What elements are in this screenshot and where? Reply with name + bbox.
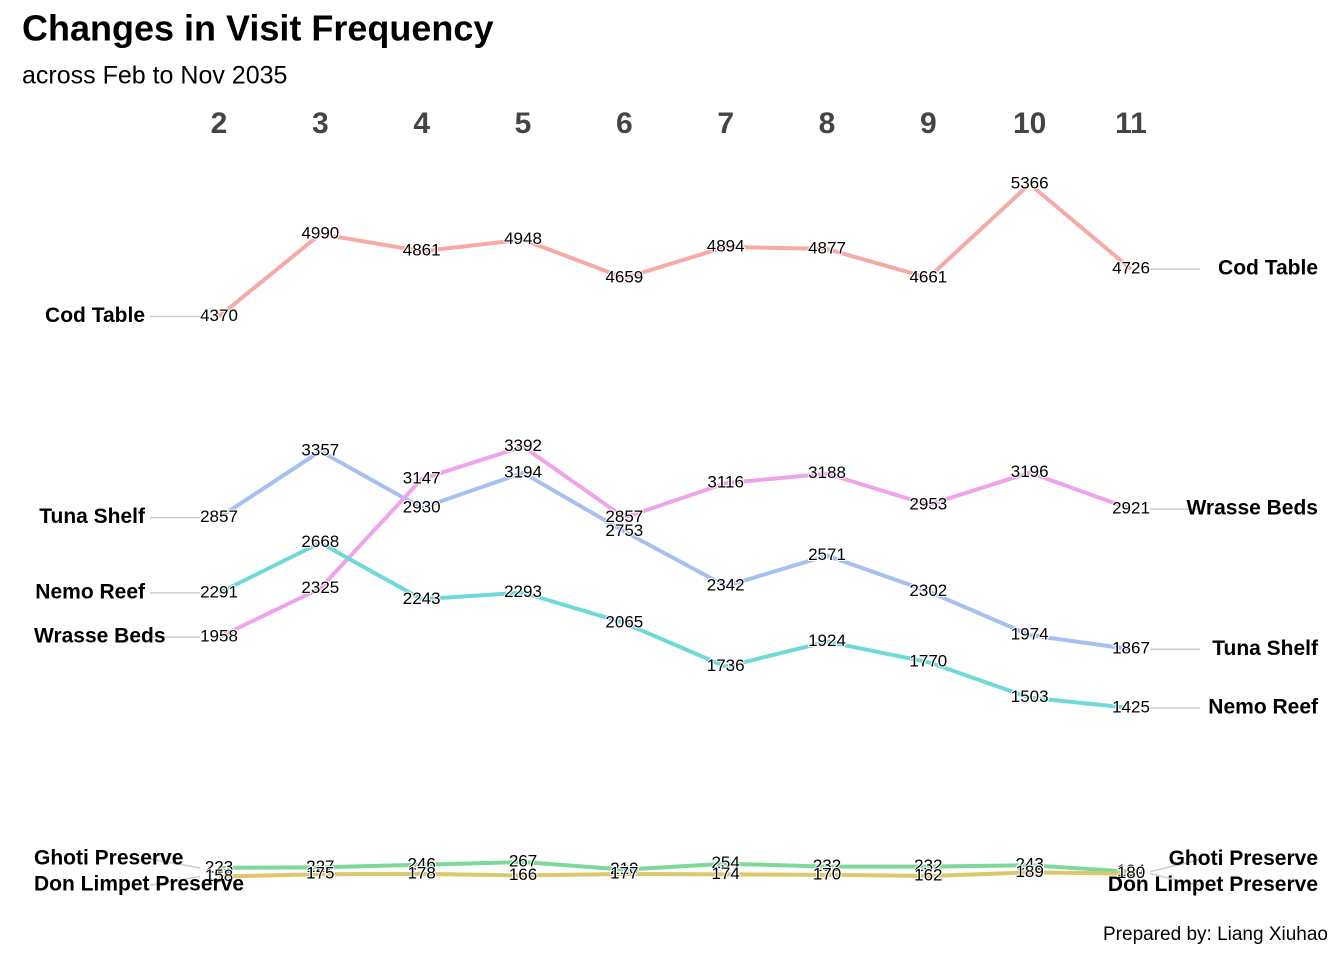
series-label-left: Tuna Shelf [39,505,146,528]
value-label: 2571 [808,545,846,564]
connector [1149,858,1201,873]
value-label: 170 [813,864,841,883]
value-label: 254 [711,853,739,872]
value-label: 177 [610,863,638,882]
value-label: 4894 [707,236,745,255]
value-label: 232 [914,856,942,875]
series-label-right: Tuna Shelf [1212,637,1319,660]
value-label: 3392 [504,436,542,455]
series-label-left: Ghoti Preserve [34,847,183,870]
series-label-right: Don Limpet Preserve [1108,873,1318,896]
value-label: 267 [509,851,537,870]
connector [149,858,201,869]
value-label: 3357 [301,441,339,460]
value-label: 3116 [707,473,744,492]
value-label: 210 [610,859,638,878]
series-label-right: Cod Table [1218,257,1318,280]
value-label: 1503 [1011,687,1049,706]
series-label-left: Cod Table [45,304,145,327]
value-label: 1924 [808,631,846,650]
series-line [218,540,1132,711]
value-label: 2065 [605,612,643,631]
x-tick-label: 3 [312,107,329,140]
value-label: 2291 [200,582,238,601]
labels: 4370 4990 4861 4948 4659 4894 4877 4661 5366 4726… [34,173,1319,897]
value-label: 5366 [1011,174,1049,193]
connector [1149,872,1201,887]
value-label: 2302 [909,581,947,600]
value-label: 1958 [200,627,238,646]
value-label: 2857 [200,507,238,526]
value-label: 158 [205,866,233,885]
value-label: 4990 [301,224,339,243]
x-tick-label: 10 [1013,107,1046,140]
value-label: 178 [407,863,435,882]
value-label: 1770 [909,652,947,671]
value-label: 3196 [1011,462,1049,481]
x-tick-label: 8 [819,107,836,140]
series-line [218,859,1132,874]
value-label: 243 [1015,855,1043,874]
value-label: 2857 [605,507,643,526]
value-label: 4861 [403,241,441,260]
value-label: 189 [1015,862,1043,881]
value-label: 2753 [605,521,643,540]
value-label: 246 [407,854,435,873]
series-label-right: Ghoti Preserve [1169,847,1318,870]
series-line [218,870,1132,879]
value-label: 180 [1117,863,1145,882]
series-label-right: Wrasse Beds [1186,497,1318,520]
value-label: 3147 [403,469,441,488]
x-tick-label: 5 [515,107,532,140]
value-label: 2921 [1112,499,1150,518]
x-tick-label: 11 [1115,107,1147,140]
value-label: 4948 [504,229,542,248]
value-label: 2342 [707,576,745,595]
series-line [217,448,1132,652]
value-label: 232 [813,856,841,875]
value-label: 2668 [301,532,339,551]
value-label: 2930 [403,497,441,516]
connector [149,875,201,886]
caption: Prepared by: Liang Xiuhao [1103,924,1328,945]
series-label-right: Nemo Reef [1208,696,1319,719]
value-label: 4659 [605,268,643,287]
series-label-left: Don Limpet Preserve [34,873,244,896]
series-line [218,444,1132,639]
series-line [217,181,1133,319]
value-label: 223 [205,857,233,876]
value-label: 4726 [1112,259,1150,278]
x-tick-label: 9 [920,107,937,140]
chart-subtitle: across Feb to Nov 2035 [22,62,287,90]
x-tick-label: 7 [717,107,734,140]
lines [149,181,1201,887]
value-label: 227 [306,857,334,876]
value-label: 1425 [1112,698,1150,717]
value-label: 166 [509,865,537,884]
value-label: 3188 [808,463,846,482]
value-label: 4370 [200,306,238,325]
value-label: 4661 [909,267,947,286]
value-label: 2953 [909,494,947,513]
value-label: 1974 [1011,625,1049,644]
value-label: 1736 [707,656,745,675]
x-tick-label: 6 [616,107,633,140]
value-label: 175 [306,864,334,883]
series-label-left: Wrasse Beds [34,625,166,648]
value-label: 2325 [301,578,339,597]
value-label: 1867 [1112,639,1150,658]
value-label: 2243 [403,589,441,608]
value-label: 174 [711,864,739,883]
series-label-left: Nemo Reef [35,580,146,603]
x-tick-label: 4 [413,107,430,140]
chart-title: Changes in Visit Frequency [22,8,493,49]
value-label: 4877 [808,239,846,258]
x-tick-label: 2 [211,107,228,140]
value-label: 2293 [504,582,542,601]
value-label: 162 [914,865,942,884]
value-label: 194 [1117,861,1145,880]
value-label: 3194 [504,462,542,481]
